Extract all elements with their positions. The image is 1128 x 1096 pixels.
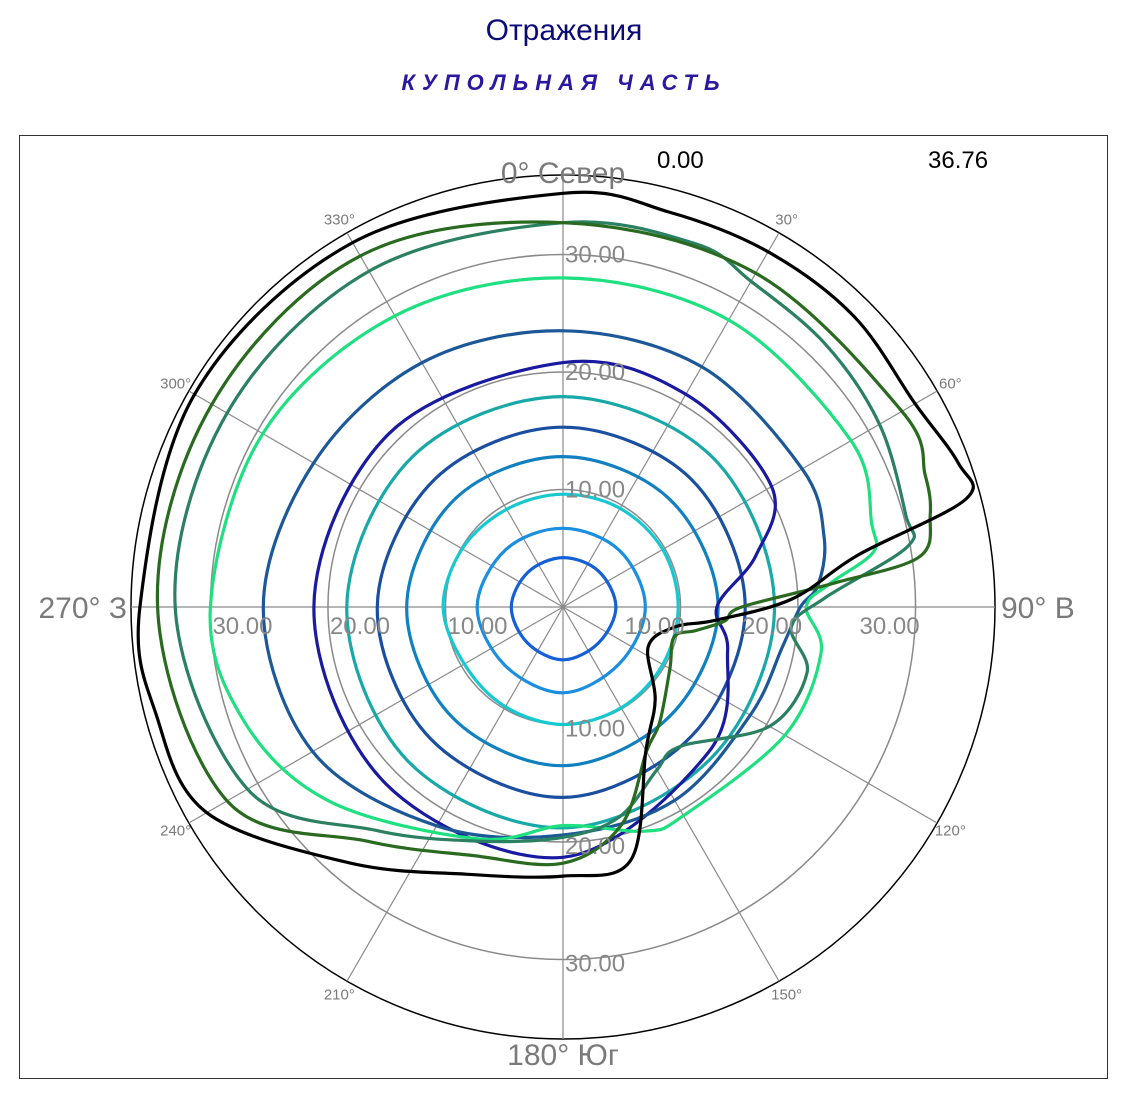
label-group: 30° 60° 120° 150° 210° 240° 300° 330° 0° Север 90… bbox=[38, 157, 1074, 1072]
series-line-6 bbox=[345, 394, 777, 830]
direction-label: 90° В bbox=[1001, 592, 1075, 625]
angle-label: 120° bbox=[935, 823, 966, 840]
series-line-7 bbox=[312, 359, 777, 860]
series-line-10 bbox=[173, 220, 916, 844]
ring-value-label: 30.00 bbox=[212, 613, 272, 640]
ring-value-label: 30.00 bbox=[860, 613, 920, 640]
grid-spoke bbox=[346, 232, 564, 608]
range-max-label: 36.76 bbox=[928, 147, 988, 174]
ring-value-label: 10.00 bbox=[625, 613, 685, 640]
series-line-1 bbox=[509, 555, 618, 662]
grid-spoke bbox=[562, 390, 938, 608]
series-line-3 bbox=[441, 492, 680, 727]
angle-label: 330° bbox=[324, 212, 355, 229]
ring-value-label: 10.00 bbox=[447, 613, 507, 640]
ring-value-label: 20.00 bbox=[742, 613, 802, 640]
grid-spoke bbox=[562, 232, 780, 608]
series-line-2 bbox=[475, 526, 647, 695]
grid-spoke bbox=[188, 390, 564, 608]
chart-title: Отражения bbox=[485, 14, 643, 47]
series-line-11 bbox=[155, 220, 933, 867]
direction-label: 270° З bbox=[38, 592, 127, 625]
ring-value-label: 10.00 bbox=[565, 716, 625, 743]
angle-label: 210° bbox=[324, 986, 355, 1003]
series-line-5 bbox=[375, 425, 747, 800]
direction-label: 0° Север bbox=[501, 157, 625, 190]
series-group bbox=[136, 190, 975, 879]
range-min-label: 0.00 bbox=[657, 147, 704, 174]
ring-value-label: 10.00 bbox=[565, 476, 625, 503]
angle-label: 60° bbox=[939, 375, 962, 392]
ring-value-label: 20.00 bbox=[330, 613, 390, 640]
angle-label: 240° bbox=[160, 823, 191, 840]
polar-grid bbox=[130, 174, 996, 1040]
angle-label: 30° bbox=[775, 212, 798, 229]
ring-value-label: 20.00 bbox=[565, 833, 625, 860]
series-line-4 bbox=[405, 454, 720, 768]
angle-label: 150° bbox=[771, 986, 802, 1003]
angle-label: 300° bbox=[160, 375, 191, 392]
series-line-8 bbox=[261, 329, 827, 840]
chart-subtitle: КУПОЛЬНАЯ ЧАСТЬ bbox=[401, 70, 727, 95]
ring-value-label: 20.00 bbox=[565, 359, 625, 386]
series-line-12 bbox=[136, 190, 975, 879]
grid-spoke bbox=[346, 606, 564, 982]
chart-frame bbox=[19, 135, 1108, 1079]
series-line-9 bbox=[208, 276, 879, 842]
direction-label: 180° Юг bbox=[507, 1039, 619, 1072]
ring-value-label: 30.00 bbox=[565, 951, 625, 978]
ring-value-label: 30.00 bbox=[565, 241, 625, 268]
